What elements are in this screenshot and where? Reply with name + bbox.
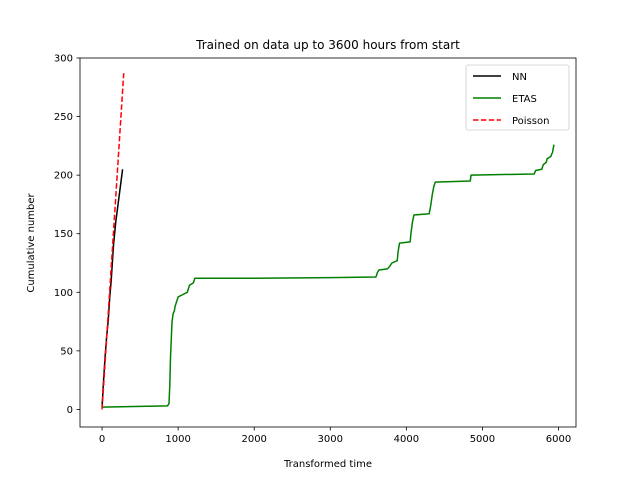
x-tick-label: 2000 — [241, 434, 266, 445]
legend-label-poisson: Poisson — [512, 116, 549, 127]
legend-label-nn: NN — [512, 72, 527, 83]
y-tick-label: 200 — [54, 171, 73, 182]
x-tick-label: 3000 — [318, 434, 343, 445]
legend-label-etas: ETAS — [512, 94, 537, 105]
x-axis: 0 1000 2000 3000 4000 5000 6000 — [99, 427, 571, 445]
plot-frame — [79, 57, 577, 428]
x-tick-label: 5000 — [470, 434, 495, 445]
series-lines — [101, 73, 555, 410]
y-tick-label: 50 — [60, 346, 73, 357]
x-tick-label: 1000 — [165, 434, 190, 445]
y-tick-label: 300 — [54, 54, 73, 65]
x-tick-label: 4000 — [394, 434, 419, 445]
legend: NN ETAS Poisson — [465, 64, 570, 131]
chart-title: Trained on data up to 3600 hours from st… — [195, 38, 460, 52]
x-tick-label: 0 — [99, 434, 105, 445]
y-axis: 0 50 100 150 200 250 300 — [54, 54, 80, 416]
y-tick-label: 0 — [67, 405, 73, 416]
plot-area — [79, 57, 577, 428]
x-axis-label: Transformed time — [283, 459, 372, 470]
y-tick-label: 150 — [54, 229, 73, 240]
y-axis-label: Cumulative number — [26, 192, 37, 292]
y-tick-label: 250 — [54, 112, 73, 123]
series-line-etas — [102, 144, 555, 408]
series-line-poisson — [101, 73, 125, 410]
legend-box — [465, 64, 570, 131]
y-tick-label: 100 — [54, 288, 73, 299]
x-tick-label: 6000 — [546, 434, 571, 445]
